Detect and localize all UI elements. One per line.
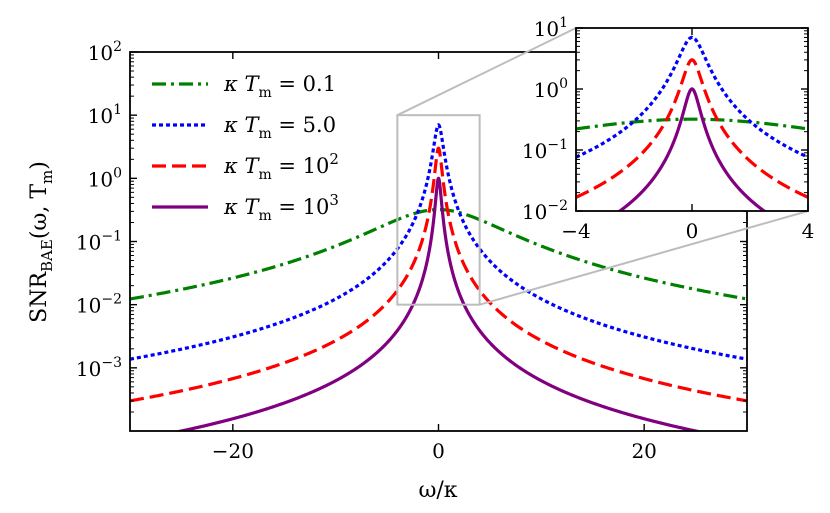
legend: κ Tm = 0.1 κ Tm = 5.0 κ Tm = 102 κ Tm = 103	[152, 72, 339, 224]
inset-y-tick-label: 10−2	[522, 198, 568, 224]
zoom-region-box	[396, 114, 481, 306]
main-y-tick-label: 10−3	[76, 355, 122, 381]
inset-series-103	[617, 87, 767, 211]
connector-line-bottom	[479, 210, 809, 306]
legend-label-102: κ Tm = 102	[223, 150, 339, 183]
main-y-tick-label: 10−2	[76, 292, 122, 318]
inset-x-tick-label: 0	[686, 219, 699, 243]
x-axis-label: ω/κ	[418, 478, 457, 503]
inset-axes-frame	[575, 27, 809, 212]
main-series-lines	[130, 123, 747, 431]
inset-series-0.1	[576, 117, 808, 131]
inset-series-102	[576, 58, 808, 199]
main-x-tick-label: −20	[212, 439, 254, 463]
main-x-tick-label: 20	[631, 439, 656, 463]
main-series-103	[173, 176, 704, 431]
legend-label-103: κ Tm = 103	[223, 191, 339, 224]
inset-y-tick-label: 10−1	[522, 137, 568, 163]
main-y-tick-label: 100	[88, 165, 122, 191]
main-axis-ticks: −20 0 20 102 101 100 10−1 10−2 10−3	[76, 39, 747, 463]
inset-series-5.0	[576, 35, 808, 159]
inset-axis-ticks: −4 0 4 101 100 10−1 10−2	[522, 15, 814, 243]
connector-line-top	[396, 27, 577, 117]
inset-y-tick-label: 100	[534, 76, 568, 102]
main-y-tick-label: 102	[88, 39, 122, 65]
inset-x-tick-label: −4	[561, 219, 590, 243]
legend-label-5.0: κ Tm = 5.0	[223, 113, 336, 142]
inset-x-tick-label: 4	[802, 219, 815, 243]
main-x-tick-label: 0	[432, 439, 445, 463]
main-axes-frame	[129, 51, 748, 432]
zoom-connector-lines	[396, 27, 809, 306]
inset-plot: −4 0 4 101 100 10−1 10−2	[522, 15, 814, 243]
legend-label-0.1: κ Tm = 0.1	[223, 72, 336, 101]
main-series-5.0	[130, 123, 747, 361]
y-axis-label: SNRBAE(ω, Tm)	[27, 161, 56, 323]
main-series-102	[130, 146, 747, 403]
inset-y-tick-label: 101	[534, 15, 568, 41]
main-y-tick-label: 10−1	[76, 229, 122, 255]
main-y-tick-label: 101	[88, 102, 122, 128]
main-plot: −20 0 20 102 101 100 10−1 10−2 10−3	[76, 39, 748, 463]
inset-series-lines	[576, 35, 808, 211]
